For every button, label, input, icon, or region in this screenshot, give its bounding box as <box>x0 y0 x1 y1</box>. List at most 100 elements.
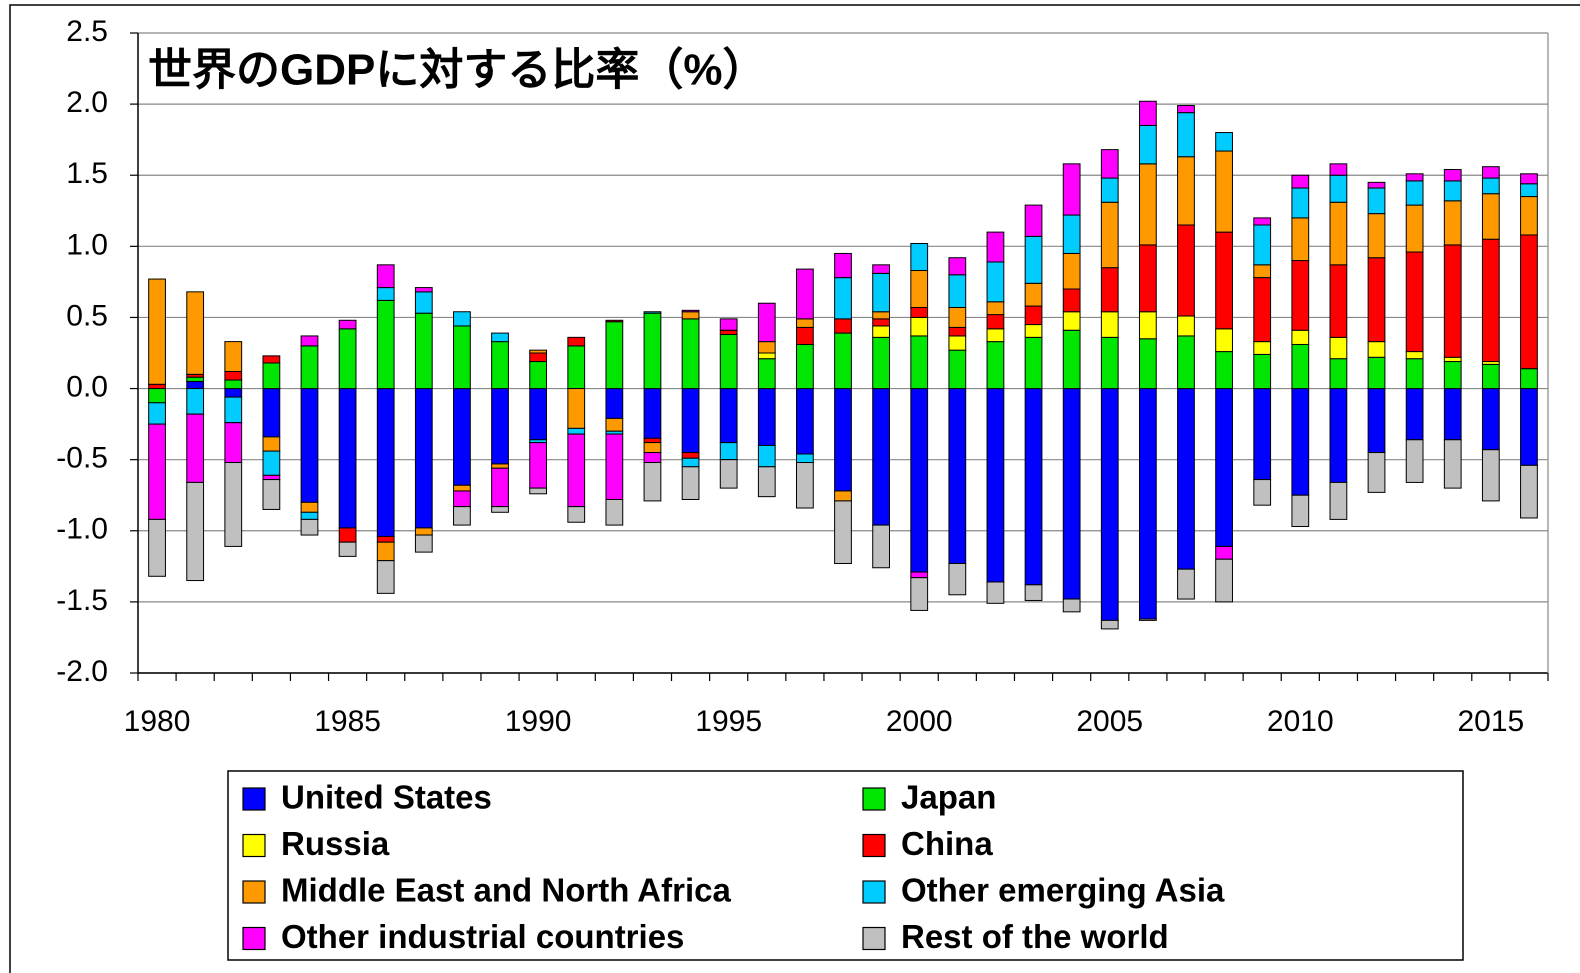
bar-segment <box>1443 361 1462 390</box>
legend-box <box>227 770 1464 961</box>
bar-segment <box>643 312 662 390</box>
bar-segment <box>1253 341 1272 355</box>
bar-segment <box>148 383 166 390</box>
bar-segment <box>1481 166 1500 179</box>
bar-segment <box>643 462 662 502</box>
frame <box>9 4 1580 973</box>
bar-segment <box>948 326 967 337</box>
bar-segment <box>1520 388 1538 466</box>
bar-segment <box>1481 388 1500 451</box>
bar-segment <box>757 302 776 343</box>
bar-segment <box>681 388 700 454</box>
bar-segment <box>1215 351 1233 390</box>
x-tick-label: 2005 <box>1076 705 1143 738</box>
bar-segment <box>1024 204 1043 237</box>
bar-segment <box>1367 187 1386 215</box>
bar-segment <box>1329 201 1348 266</box>
bar-segment <box>1138 100 1157 126</box>
bar-segment <box>148 278 166 385</box>
bar-segment <box>948 274 967 308</box>
bar-segment <box>719 442 738 461</box>
bar-segment <box>1215 545 1233 560</box>
bar-segment <box>834 500 852 564</box>
bar-segment <box>567 506 586 523</box>
chart-title: 世界のGDPに対する比率（%） <box>148 46 766 95</box>
bar-segment <box>1367 257 1386 343</box>
bar-segment <box>1367 213 1386 259</box>
bar-segment <box>1215 328 1233 353</box>
bar-segment <box>643 452 662 464</box>
legend-label: Middle East and North Africa <box>281 872 731 909</box>
bar-segment <box>834 490 852 502</box>
bar-segment <box>719 459 738 489</box>
legend-swatch <box>242 833 266 858</box>
bar-segment <box>1367 452 1386 493</box>
bar-segment <box>1062 311 1081 331</box>
bar-segment <box>1520 196 1538 236</box>
bar-segment <box>948 257 967 276</box>
bar-segment <box>796 462 814 509</box>
bar-segment <box>1481 193 1500 240</box>
legend-swatch <box>862 833 886 858</box>
bar-segment <box>948 335 967 351</box>
bar-segment <box>948 306 967 328</box>
legend-label: Other emerging Asia <box>901 872 1225 909</box>
bar-segment <box>796 318 814 328</box>
bar-segment <box>1329 358 1348 390</box>
bar-segment <box>1405 351 1424 360</box>
bar-segment <box>148 388 166 404</box>
bar-segment <box>1062 388 1081 600</box>
bar-segment <box>1481 449 1500 502</box>
legend-swatch <box>242 787 266 811</box>
bar-segment <box>1177 315 1195 337</box>
bar-segment <box>910 316 929 337</box>
legend-label: Other industrial countries <box>281 918 684 955</box>
legend-label: Russia <box>281 825 390 862</box>
bar-segment <box>757 352 776 360</box>
bar-segment <box>872 264 890 274</box>
bar-segment <box>1329 163 1348 176</box>
bar-segment <box>376 287 395 301</box>
bar-segment <box>757 341 776 354</box>
bar-segment <box>719 329 738 336</box>
y-tick-label: 1.5 <box>66 157 108 190</box>
bar-segment <box>910 388 929 573</box>
bar-segment <box>262 450 281 476</box>
bar-segment <box>872 318 890 327</box>
bar-segment <box>910 242 929 272</box>
bar-segment <box>834 277 852 320</box>
legend-swatch <box>862 787 886 811</box>
bar-segment <box>643 388 662 439</box>
legend-swatch <box>242 926 266 951</box>
bar-segment <box>1291 388 1310 496</box>
bar-segment <box>1100 201 1119 269</box>
bar-segment <box>1481 238 1500 363</box>
bar-segment <box>872 388 890 526</box>
legend-label: China <box>901 825 993 862</box>
bar-segment <box>1291 494 1310 528</box>
bar-segment <box>224 341 243 372</box>
bar-segment <box>1024 388 1043 586</box>
bar-segment <box>681 457 700 468</box>
bar-segment <box>338 319 357 330</box>
bar-segment <box>567 433 586 508</box>
y-tick-label: 0.5 <box>66 299 108 332</box>
bar-segment <box>1215 558 1233 603</box>
bar-segment <box>1215 132 1233 152</box>
bar-segment <box>796 453 814 464</box>
bar-segment <box>1367 356 1386 390</box>
bar-segment <box>1138 124 1157 165</box>
x-tick-label: 1980 <box>124 705 191 738</box>
bar-segment <box>605 319 624 323</box>
bar-segment <box>986 231 1005 263</box>
bar-segment <box>757 466 776 498</box>
bar-segment <box>1405 358 1424 390</box>
bar-segment <box>1215 388 1233 547</box>
bar-segment <box>300 511 319 520</box>
bar-segment <box>1177 112 1195 158</box>
bar-segment <box>643 442 662 454</box>
bar-segment <box>1443 180 1462 202</box>
bar-segment <box>1062 252 1081 290</box>
bar-segment <box>1177 335 1195 390</box>
bar-segment <box>1329 481 1348 520</box>
